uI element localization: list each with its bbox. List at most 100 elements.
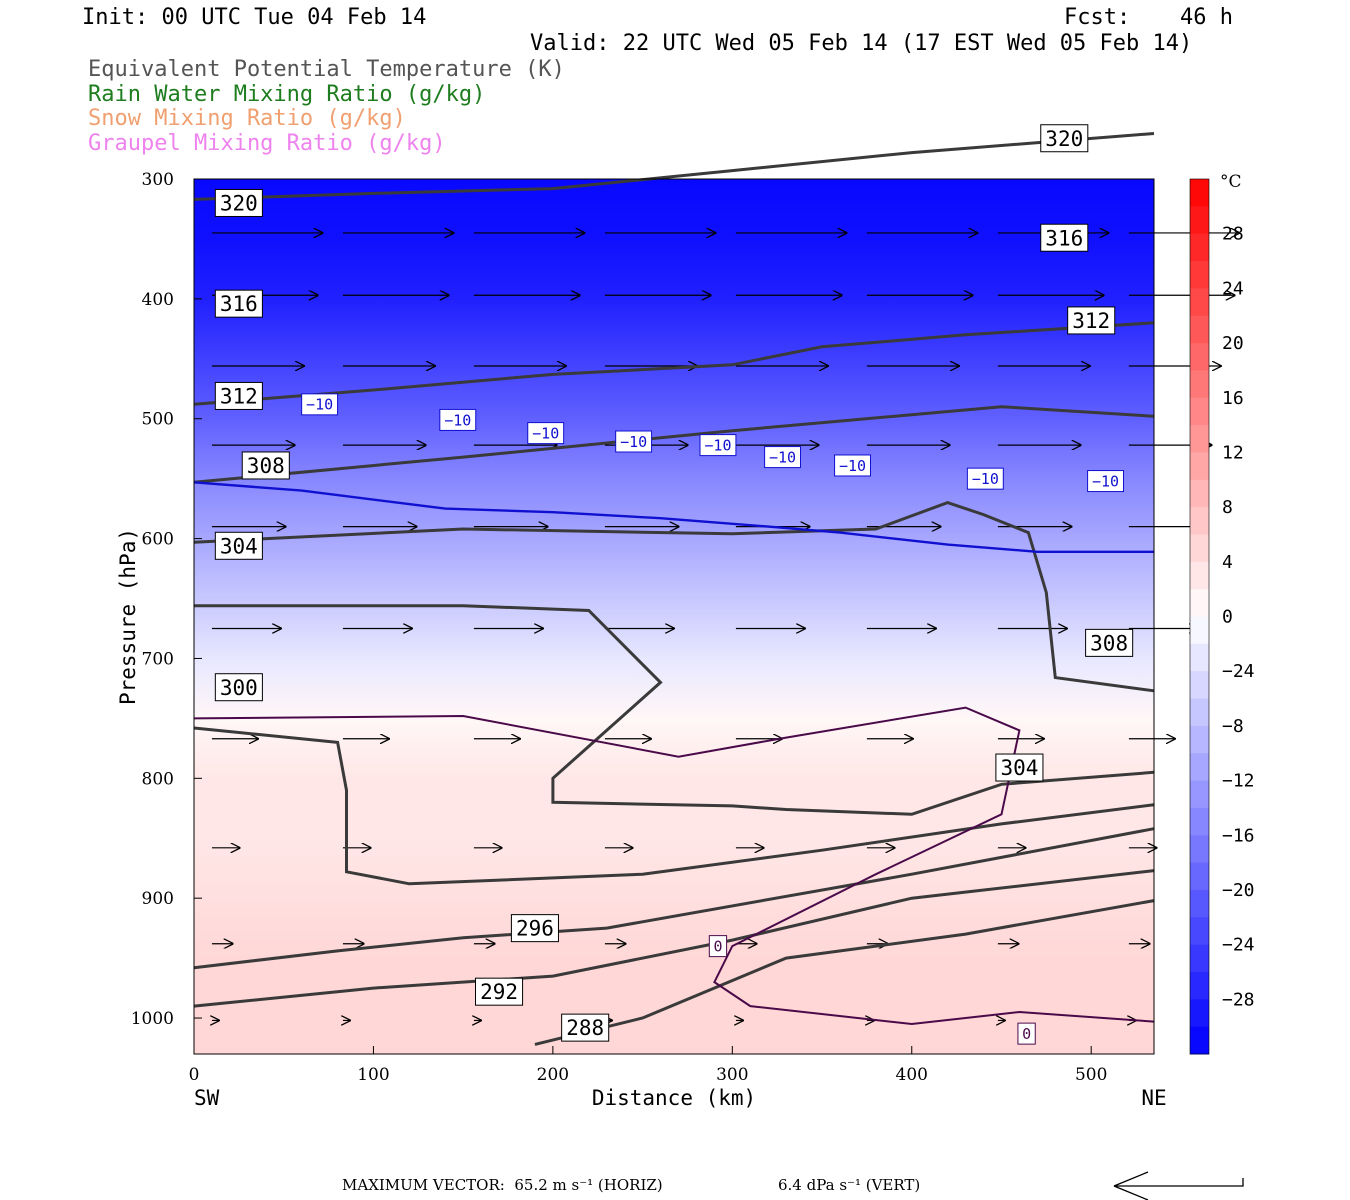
colorbar-segment (1190, 1026, 1209, 1055)
isotherm-minus10-label: −10 (769, 448, 796, 466)
theta-e-label-312-box (214, 381, 263, 410)
legend-theta-e: Equivalent Potential Temperature (K) (88, 57, 565, 82)
theta-e-label-288-box (561, 1013, 610, 1042)
colorbar-tick-label: 16 (1222, 388, 1244, 409)
theta-e-label-304: 304 (1000, 756, 1038, 780)
colorbar-segment (1190, 944, 1209, 973)
colorbar-tick-label: −28 (1222, 989, 1255, 1010)
isotherm-zero-label-box (708, 935, 728, 958)
vertical-vector-label: 6.4 dPa s⁻¹ (VERT) (778, 1176, 921, 1194)
theta-e-label-300: 300 (220, 676, 258, 700)
theta-e-label-296-box (510, 914, 559, 943)
colorbar-tick-label: 20 (1222, 333, 1244, 354)
colorbar-segment (1190, 206, 1209, 235)
colorbar-segment (1190, 561, 1209, 590)
isotherm-minus10-label-box (301, 393, 339, 416)
isotherm-minus10-label: −10 (306, 396, 333, 414)
isotherm-zero-label-box (1017, 1022, 1036, 1045)
theta-e-label-308: 308 (1090, 631, 1128, 655)
sw-label: SW (194, 1086, 220, 1110)
colorbar-tick-label: 28 (1222, 224, 1244, 245)
isotherm-zero-label: 0 (1022, 1025, 1031, 1043)
colorbar-segment (1190, 397, 1209, 426)
legend-graupel: Graupel Mixing Ratio (g/kg) (88, 131, 446, 156)
colorbar-segment (1190, 917, 1209, 946)
colorbar-segment (1190, 343, 1209, 371)
isotherm-minus10-label-box (439, 408, 477, 431)
colorbar-segment (1190, 315, 1209, 344)
theta-e-label-316: 316 (1045, 226, 1083, 250)
y-tick-label: 400 (142, 290, 174, 310)
y-tick-label: 600 (142, 530, 174, 550)
valid-time: Valid: 22 UTC Wed 05 Feb 14 (17 EST Wed … (530, 31, 1193, 56)
theta-e-label-320-box (1040, 124, 1089, 153)
colorbar-segment (1190, 479, 1209, 508)
colorbar-tick-label: 0 (1222, 607, 1233, 628)
colorbar-frame (1189, 178, 1210, 1055)
isotherm-minus10-label-box (764, 446, 802, 469)
colorbar-tick-label: −20 (1222, 880, 1255, 901)
x-tick-label: 500 (1075, 1065, 1107, 1085)
isotherm-minus10-label: −10 (532, 425, 559, 443)
colorbar-segment (1190, 807, 1209, 836)
isotherm-minus10-label: −10 (704, 436, 731, 454)
x-tick-label: 300 (716, 1065, 748, 1085)
isotherm-zero-label: 0 (713, 938, 722, 956)
theta-e-label-316-box (1040, 223, 1089, 252)
y-tick-label: 700 (142, 649, 174, 669)
theta-e-contour-320 (193, 132, 1155, 201)
colorbar-tick-label: 24 (1222, 278, 1244, 299)
theta-e-contour-316 (193, 321, 1155, 406)
theta-e-label-288: 288 (566, 1016, 604, 1040)
theta-e-label-292-box (475, 977, 524, 1006)
x-axis-title: Distance (km) (592, 1086, 756, 1110)
isotherm-minus10-label: −10 (972, 470, 999, 488)
x-tick-label: 200 (537, 1065, 569, 1085)
theta-e-label-320-box (214, 188, 263, 217)
ne-label: NE (1141, 1086, 1166, 1110)
colorbar-tick-label: 4 (1222, 552, 1233, 573)
x-tick-label: 0 (189, 1065, 200, 1085)
isotherm-minus10-label: −10 (1092, 472, 1119, 490)
isotherm-minus10-label: −10 (444, 411, 471, 429)
x-tick-label: 400 (896, 1065, 928, 1085)
colorbar-tick-label: −24 (1222, 661, 1255, 682)
theta-e-label-308-box (241, 451, 290, 480)
colorbar-segment (1190, 425, 1209, 453)
theta-e-label-308-box (1085, 628, 1134, 657)
isotherm-minus10-label-box (699, 434, 737, 457)
y-tick-label: 800 (142, 769, 174, 789)
colorbar-segment (1190, 452, 1209, 481)
theta-e-label-292: 292 (480, 980, 518, 1004)
colorbar-segment (1190, 698, 1209, 727)
theta-e-contour-308 (193, 501, 1155, 693)
forecast-hour: 46 h (1180, 5, 1233, 30)
colorbar-segment (1190, 616, 1209, 645)
isotherm-minus10-label: −10 (839, 457, 866, 475)
colorbar-segment (1190, 233, 1209, 262)
theta-e-label-312-box (1067, 306, 1116, 335)
plot-frame (193, 178, 1155, 1055)
colorbar-segment (1190, 261, 1209, 289)
colorbar-tick-label: −24 (1222, 935, 1255, 956)
isotherm-minus10 (193, 481, 1154, 553)
init-time: Init: 00 UTC Tue 04 Feb 14 (82, 5, 427, 30)
y-tick-label: 1000 (131, 1009, 174, 1029)
colorbar-segment (1190, 999, 1209, 1028)
colorbar-tick-label: 8 (1222, 497, 1233, 518)
temperature-shading (194, 179, 1154, 1054)
theta-e-contour-304 (194, 604, 1155, 816)
theta-e-label-304-box (995, 753, 1044, 782)
colorbar-segment (1190, 643, 1209, 672)
colorbar-segment (1190, 862, 1209, 891)
theta-e-label-308: 308 (247, 454, 285, 478)
colorbar-segment (1190, 370, 1209, 399)
y-tick-label: 500 (142, 410, 174, 430)
colorbar-segment (1190, 780, 1209, 809)
colorbar-segment (1190, 589, 1209, 617)
legend-snow: Snow Mixing Ratio (g/kg) (88, 106, 406, 131)
colorbar-unit: °C (1220, 172, 1242, 192)
isotherm-minus10-label-box (966, 467, 1004, 490)
forecast-label: Fcst: (1064, 5, 1131, 30)
